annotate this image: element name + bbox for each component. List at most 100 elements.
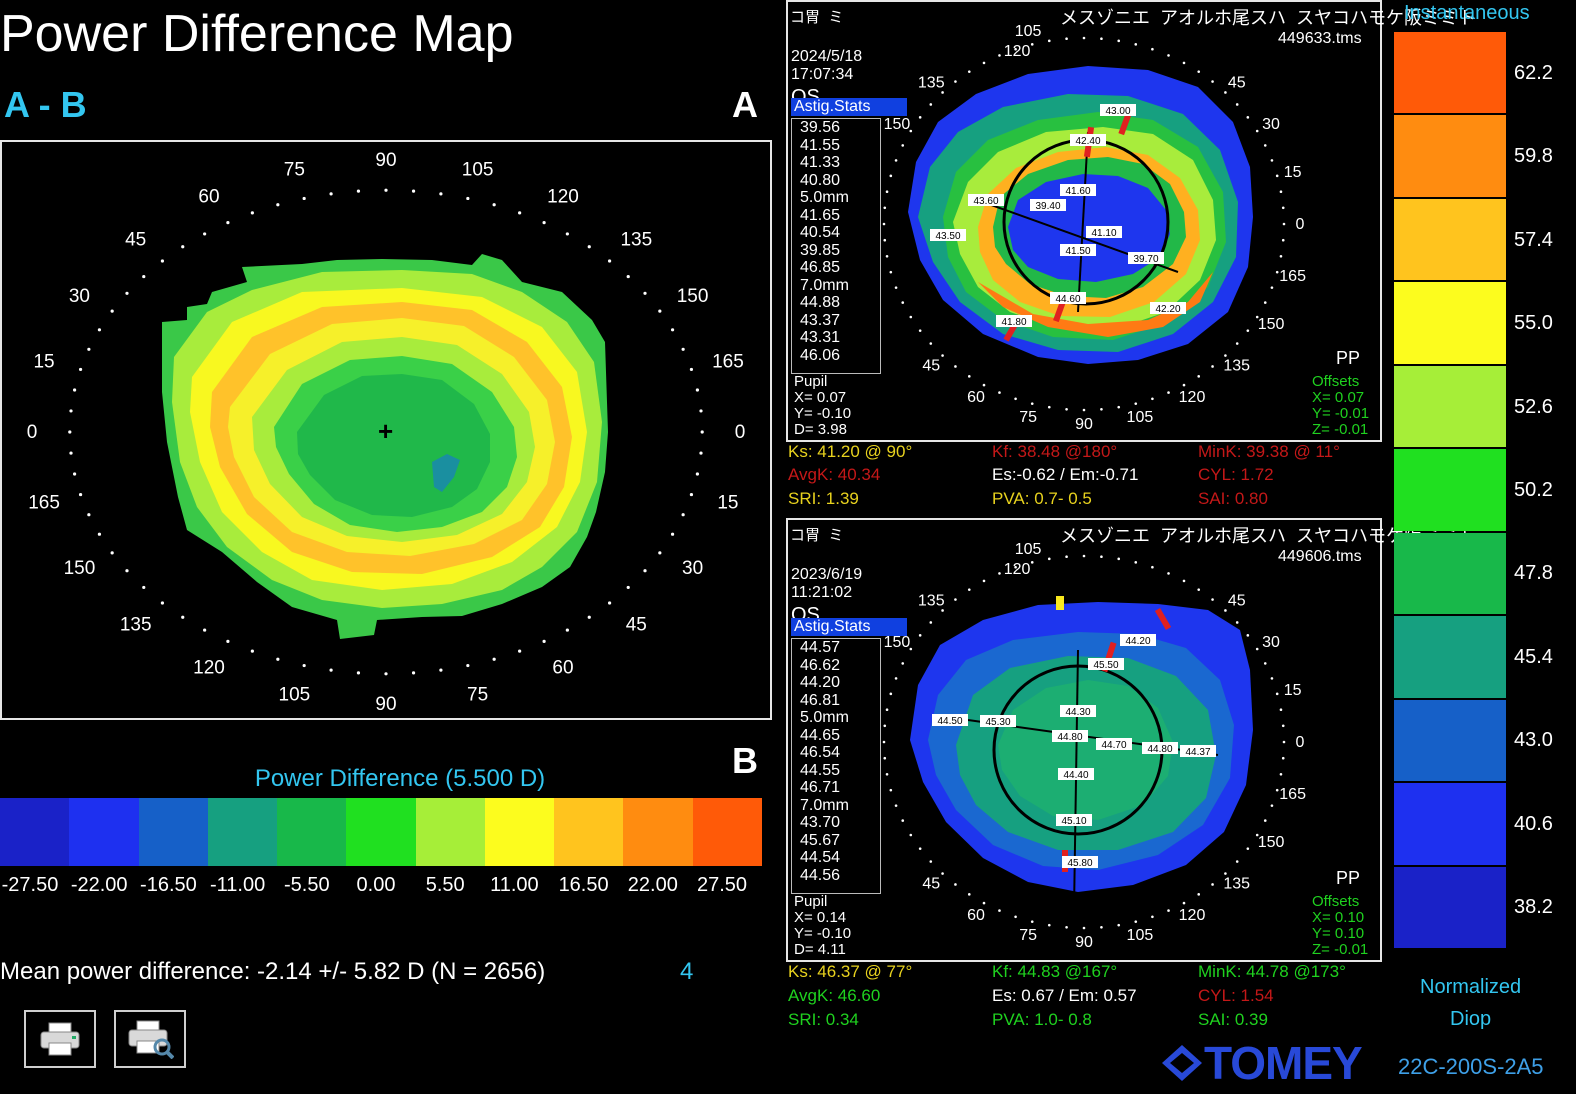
map-tag: 44.30	[1060, 705, 1096, 718]
angle-dot	[1047, 557, 1051, 561]
colorbar-value: 38.2	[1514, 896, 1553, 919]
exam-b-panel[interactable]: 44.20 45.50 44.50 45.30 44.30 44.80 44.70 44.80…	[786, 518, 1476, 962]
printer-icon	[40, 1022, 80, 1056]
exam-a-kf: Kf: 38.48 @180°	[992, 442, 1118, 461]
angle-dot	[226, 220, 230, 225]
map-tag: 44.80	[1142, 742, 1178, 755]
exam-a-cyl: CYL: 1.72	[1198, 465, 1274, 484]
angle-dot	[929, 103, 933, 106]
scale-tick: -27.50	[1, 874, 59, 896]
angle-dot	[181, 615, 185, 619]
angle-dot	[889, 270, 893, 274]
angle-dot	[699, 409, 703, 413]
exam-b-astig-stats[interactable]: Astig.Stats	[791, 618, 907, 636]
angle-dot	[941, 872, 944, 875]
angle-dot	[681, 513, 685, 517]
angle-label: 105	[462, 159, 494, 180]
print-preview-icon	[128, 1020, 174, 1059]
angle-dot	[1014, 397, 1017, 401]
angle-dot	[1255, 647, 1259, 651]
svg-text:39.40: 39.40	[1035, 201, 1060, 212]
angle-dot	[1167, 909, 1170, 912]
sim-value: 41.65	[800, 206, 841, 224]
map-tag: 44.60	[1050, 292, 1086, 305]
svg-text:44.60: 44.60	[1055, 294, 1080, 305]
model-code: 22C-200S-2A5	[1398, 1054, 1544, 1079]
map-tag: 41.60	[1060, 184, 1096, 197]
exam-a-astig-stats[interactable]: Astig.Stats	[791, 98, 907, 116]
angle-dot	[918, 634, 922, 637]
scale-tick: 22.00	[627, 874, 678, 896]
angle-dot	[160, 601, 165, 605]
exam-b-sri: SRI: 0.34	[788, 1010, 859, 1029]
angle-label: 105	[1127, 409, 1154, 426]
angle-dot	[1047, 405, 1051, 409]
angle-dot	[1100, 407, 1103, 411]
exam-b-date: 2023/6/19	[791, 566, 863, 583]
angle-dot	[110, 309, 114, 313]
angle-dot	[1270, 159, 1274, 162]
angle-dot	[885, 254, 889, 258]
colorbar-swatch	[1394, 699, 1506, 782]
angle-dot	[87, 513, 91, 517]
angle-dot	[695, 388, 699, 392]
colorbar-value: 57.4	[1514, 228, 1553, 251]
svg-text:41.80: 41.80	[1001, 317, 1026, 328]
diff-topography: +	[162, 254, 608, 639]
exam-a-panel[interactable]: 43.00 42.40 43.50 41.60 39.40 41.10 41.50 39.70…	[786, 0, 1476, 442]
colorbar-swatch	[1394, 616, 1506, 698]
angle-dot	[1224, 354, 1227, 357]
angle-dot	[1255, 833, 1259, 837]
angle-dot	[1167, 572, 1170, 575]
angle-dot	[1275, 692, 1279, 696]
angle-dot	[1065, 925, 1068, 929]
print-preview-button[interactable]	[114, 1010, 186, 1068]
angle-label: 105	[1015, 23, 1042, 40]
scale-swatch	[415, 798, 485, 866]
sim-value: 39.85	[800, 241, 841, 259]
angle-dot	[1270, 286, 1274, 289]
angle-dot	[998, 572, 1001, 575]
angle-dot	[889, 788, 893, 792]
angle-dot	[302, 196, 306, 201]
map-subtitle: A - B	[4, 84, 87, 125]
angle-label: 150	[677, 286, 709, 307]
angle-dot	[1047, 39, 1051, 43]
map-tag: 45.50	[1088, 658, 1124, 671]
colorbar	[1394, 32, 1506, 950]
print-button[interactable]	[24, 1010, 96, 1068]
angle-dot	[882, 222, 886, 226]
angle-dot	[492, 657, 496, 661]
angle-dot	[142, 274, 146, 279]
angle-dot	[1279, 190, 1283, 194]
sim-value: 41.55	[800, 136, 841, 154]
map-tag: 44.80	[1052, 730, 1088, 743]
difference-map[interactable]: 0 15 30 45 60 75 90 105 120 135 150 165 0 15 30 45 60 75 9…	[2, 142, 770, 718]
sim-value: 46.81	[800, 691, 841, 709]
svg-text:42.20: 42.20	[1155, 304, 1180, 315]
angle-label: 60	[198, 186, 219, 207]
angle-dot	[1082, 36, 1086, 40]
angle-label: 150	[1258, 316, 1285, 333]
sim-value: 44.54	[800, 849, 841, 866]
angle-label: 75	[1019, 409, 1037, 426]
exam-a-topography	[908, 66, 1253, 364]
svg-text:44.37: 44.37	[1185, 747, 1210, 758]
exam-b-map: 44.20 45.50 44.50 45.30 44.30 44.80 44.70 44.80…	[882, 541, 1306, 951]
difference-color-scale	[0, 798, 762, 866]
angle-label: 120	[1179, 389, 1206, 406]
angle-dot	[1182, 579, 1186, 583]
angle-dot	[1263, 301, 1267, 304]
angle-dot	[954, 365, 957, 368]
angle-dot	[1014, 915, 1017, 919]
exam-b-sim-box: 44.57 46.62 44.20 46.81 5.0mm 44.65 46.54 44.55…	[791, 638, 881, 894]
angle-label: 30	[1262, 116, 1280, 133]
exam-b-mink: MinK: 44.78 @173°	[1198, 962, 1346, 981]
scale-swatch	[623, 798, 693, 866]
angle-dot	[1117, 405, 1121, 409]
angle-dot	[882, 740, 886, 744]
angle-dot	[909, 129, 913, 133]
angle-dot	[901, 144, 905, 147]
colorbar-value: 50.2	[1514, 479, 1553, 501]
